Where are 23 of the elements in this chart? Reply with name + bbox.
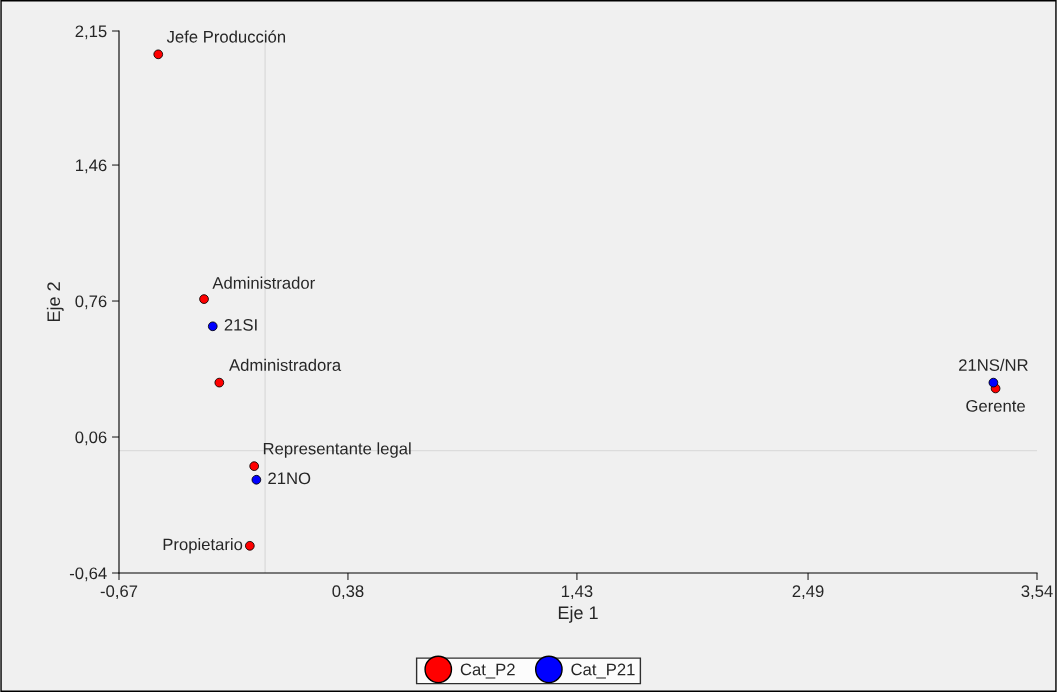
y-tick-label: 0,06 xyxy=(75,431,107,446)
legend-label: Cat_P21 xyxy=(571,663,635,679)
annotation: 21SI xyxy=(224,318,257,331)
x-axis-title: Eje 1 xyxy=(558,605,598,623)
annotation: Jefe Producción xyxy=(166,30,286,43)
x-tick-label: 2,49 xyxy=(792,585,824,600)
y-axis-title: Eje 2 xyxy=(46,282,64,322)
y-tick-label: 1,46 xyxy=(76,159,107,174)
legend-label: Cat_P2 xyxy=(460,663,515,679)
annotation: Propietario xyxy=(163,538,243,554)
x-tick-label: 1,43 xyxy=(561,585,593,600)
annotation: 21NO xyxy=(268,472,311,485)
y-tick-label: 2,15 xyxy=(75,25,107,40)
annotation: Representante legal xyxy=(263,442,411,458)
x-tick-label: 3,54 xyxy=(1021,585,1053,600)
annotation: Gerente xyxy=(966,400,1025,412)
y-tick-label: -0,64 xyxy=(69,567,107,582)
x-tick-label: 0,38 xyxy=(332,585,364,600)
y-tick-label: 0,76 xyxy=(75,295,107,310)
annotation: Administradora xyxy=(229,358,342,371)
annotation: 21NS/NR xyxy=(959,358,1028,371)
annotation: Administrador xyxy=(212,276,315,289)
x-tick-label: -0,67 xyxy=(100,585,138,600)
